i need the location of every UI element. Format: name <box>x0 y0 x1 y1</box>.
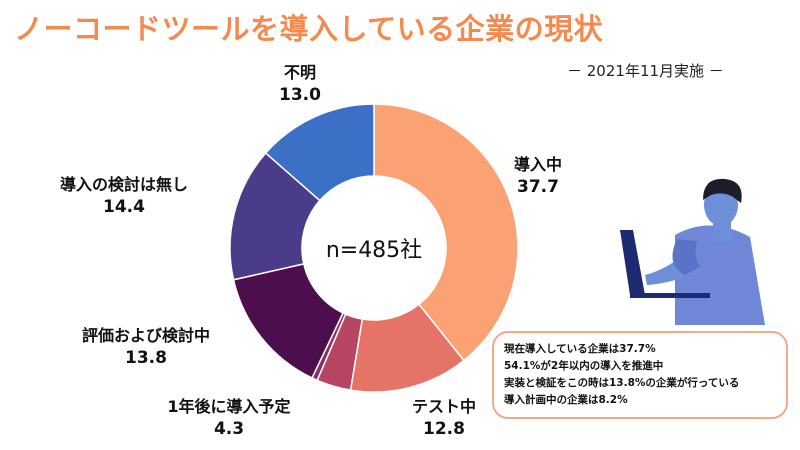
sample-size-label: n=485社 <box>325 238 423 263</box>
label-name: 1年後に導入予定 <box>167 397 291 416</box>
label-value: 37.7 <box>517 177 559 197</box>
hair-shape <box>703 178 742 203</box>
label-hyouka-kentou: 評価および検討中 13.8 <box>66 325 226 369</box>
shirt-shape <box>675 225 765 325</box>
label-test-chu: テスト中 12.8 <box>394 396 494 440</box>
survey-date: － 2021年11月実施 － <box>567 62 724 80</box>
label-value: 4.3 <box>213 419 245 439</box>
label-value: 13.8 <box>125 348 167 368</box>
person-with-laptop-icon <box>620 178 765 325</box>
note-line: 54.1%が2年以内の導入を推進中 <box>504 360 664 372</box>
label-name: 評価および検討中 <box>81 326 210 345</box>
label-name: 導入中 <box>513 155 562 174</box>
note-line: 現在導入している企業は37.7% <box>504 343 656 355</box>
label-value: 13.0 <box>279 85 321 105</box>
slice-0 <box>373 103 519 362</box>
sleeve-shape <box>672 239 700 275</box>
label-value: 12.8 <box>423 419 465 439</box>
neck-shape <box>713 221 731 241</box>
page-title: ノーコードツールを導入している企業の現状 <box>14 12 604 46</box>
label-fumei: 不明 13.0 <box>255 62 345 106</box>
summary-note-box: 現在導入している企業は37.7% 54.1%が2年以内の導入を推進中 実装と検証… <box>492 331 788 419</box>
note-line: 実装と検証をこの時は13.8%の企業が行っている <box>504 377 740 389</box>
note-line: 導入計画中の企業は8.2% <box>504 394 628 406</box>
slice-5 <box>264 103 375 202</box>
label-dounyu-chu: 導入中 37.7 <box>498 154 578 198</box>
laptop-screen <box>620 230 645 295</box>
laptop-base <box>630 293 710 298</box>
label-name: テスト中 <box>411 397 476 416</box>
label-kentou-nashi: 導入の検討は無し 14.4 <box>44 174 204 218</box>
label-value: 14.4 <box>103 197 145 217</box>
label-name: 導入の検討は無し <box>59 175 188 194</box>
label-ichinengo: 1年後に導入予定 4.3 <box>154 396 304 440</box>
label-name: 不明 <box>283 63 316 82</box>
